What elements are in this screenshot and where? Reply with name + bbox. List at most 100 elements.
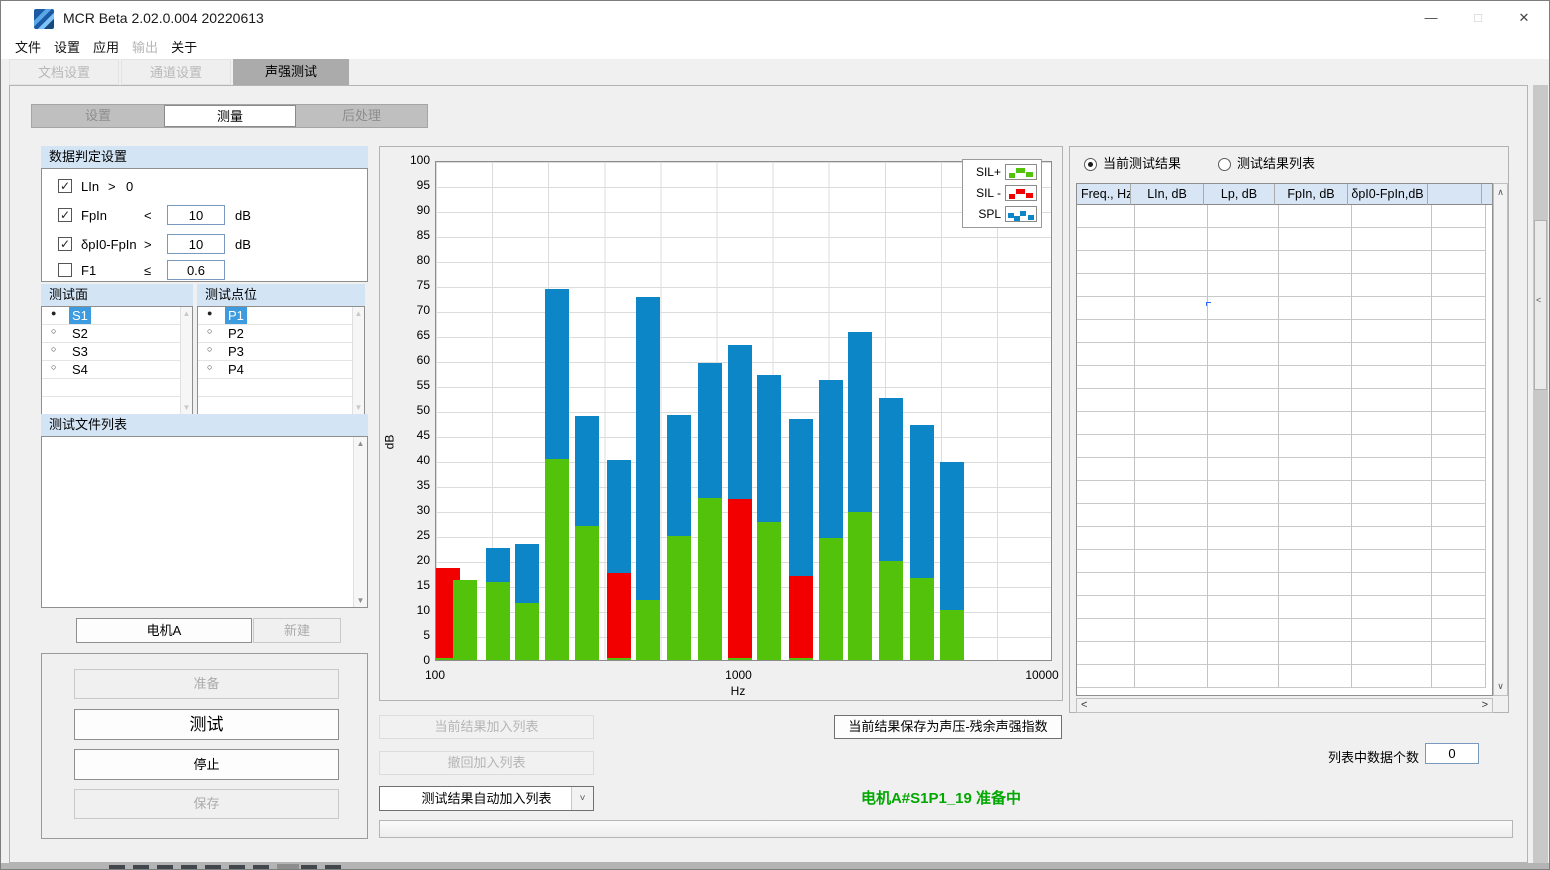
table-row[interactable] — [1077, 619, 1492, 642]
scroll-down-icon[interactable]: ▼ — [354, 403, 363, 412]
table-row[interactable] — [1077, 573, 1492, 596]
maximize-button[interactable]: □ — [1474, 10, 1482, 25]
checkbox-icon[interactable]: ✓ — [58, 208, 72, 222]
radio-icon[interactable]: ○ — [207, 362, 213, 372]
checkbox-icon[interactable]: ✓ — [58, 179, 72, 193]
menu-item-2[interactable]: 设置 — [54, 40, 81, 55]
test-button[interactable]: 测试 — [74, 709, 339, 740]
table-row[interactable] — [1077, 527, 1492, 550]
chart-bar-spl — [848, 331, 873, 512]
menu-item-5[interactable]: 关于 — [171, 40, 198, 55]
scroll-right-icon[interactable]: > — [1481, 699, 1488, 711]
table-row[interactable] — [1077, 412, 1492, 435]
scroll-down-icon[interactable]: ▼ — [356, 596, 365, 605]
table-row[interactable] — [1077, 435, 1492, 458]
tab-3[interactable]: 声强测试 — [233, 59, 349, 85]
table-row[interactable] — [1077, 205, 1492, 228]
results-table-vscrollbar[interactable]: ∧ ∨ — [1493, 183, 1508, 696]
chart-bar-sil-plus — [436, 658, 460, 660]
table-cell — [1279, 619, 1352, 642]
table-row[interactable] — [1077, 596, 1492, 619]
stop-button[interactable]: 停止 — [74, 749, 339, 780]
save-as-pressure-button[interactable]: 当前结果保存为声压-残余声强指数 — [834, 715, 1062, 739]
surface-row[interactable]: ○ S4 — [42, 361, 192, 379]
scroll-left-icon[interactable]: < — [1081, 699, 1088, 711]
list-count-field[interactable] — [1425, 743, 1479, 764]
undo-add-button[interactable]: 撤回加入列表 — [379, 751, 594, 775]
criteria-value-field[interactable] — [167, 260, 225, 280]
table-row[interactable] — [1077, 366, 1492, 389]
add-current-button[interactable]: 当前结果加入列表 — [379, 715, 594, 739]
radio-icon[interactable]: ○ — [51, 344, 57, 354]
radio-selected-icon[interactable]: ● — [207, 308, 213, 318]
legend-swatch-block — [1028, 215, 1034, 220]
surface-row[interactable]: ○ S3 — [42, 343, 192, 361]
table-row[interactable] — [1077, 458, 1492, 481]
table-row[interactable] — [1077, 274, 1492, 297]
radio-icon[interactable]: ○ — [51, 362, 57, 372]
auto-add-dropdown[interactable]: 测试结果自动加入列表 ˅ — [379, 786, 594, 811]
checkbox-icon[interactable]: ✓ — [58, 237, 72, 251]
close-button[interactable]: ✕ — [1518, 10, 1530, 25]
menu-item-1[interactable]: 文件 — [15, 40, 42, 55]
point-row[interactable]: ○ P3 — [198, 343, 364, 361]
table-cell — [1279, 665, 1352, 688]
radio-icon[interactable]: ○ — [207, 344, 213, 354]
table-row[interactable] — [1077, 389, 1492, 412]
chart-bar-spl — [515, 543, 540, 603]
save-button[interactable]: 保存 — [74, 789, 339, 819]
menu-item-3[interactable]: 应用 — [93, 40, 120, 55]
surface-row[interactable]: ● S1 — [42, 307, 192, 325]
radio-selected-icon[interactable]: ● — [51, 308, 57, 318]
tab-1[interactable]: 文档设置 — [9, 59, 119, 85]
radio-result-list[interactable] — [1218, 158, 1231, 171]
tab-2[interactable]: 通道设置 — [121, 59, 231, 85]
splitter-handle[interactable] — [1534, 220, 1547, 390]
criteria-operator: < — [144, 208, 152, 223]
file-list-scrollbar[interactable]: ▲ ▼ — [353, 437, 367, 607]
scroll-up-icon[interactable]: ▲ — [354, 309, 363, 318]
table-row[interactable] — [1077, 320, 1492, 343]
table-row[interactable] — [1077, 228, 1492, 251]
chart-bar-spl — [606, 460, 631, 573]
scroll-up-icon[interactable]: ▲ — [356, 439, 365, 448]
subtab-3[interactable]: 后处理 — [341, 108, 381, 123]
table-row[interactable] — [1077, 481, 1492, 504]
minimize-button[interactable]: — — [1424, 10, 1438, 25]
project-current-button[interactable]: 电机A — [76, 618, 252, 643]
point-row[interactable]: ○ P2 — [198, 325, 364, 343]
prepare-button[interactable]: 准备 — [74, 669, 339, 699]
file-list-box[interactable]: ▲ ▼ — [41, 436, 368, 608]
radio-icon[interactable]: ○ — [207, 326, 213, 336]
point-row[interactable]: ○ P4 — [198, 361, 364, 379]
table-row[interactable] — [1077, 297, 1492, 320]
criteria-value-field[interactable] — [167, 205, 225, 225]
point-scrollbar[interactable]: ▲ ▼ — [352, 307, 364, 414]
table-row[interactable] — [1077, 665, 1492, 688]
panel-splitter[interactable]: < — [1533, 85, 1548, 863]
surface-row[interactable]: ○ S2 — [42, 325, 192, 343]
radio-current-result[interactable] — [1084, 158, 1097, 171]
table-row[interactable] — [1077, 251, 1492, 274]
menu-item-4[interactable]: 输出 — [132, 40, 159, 55]
scroll-up-icon[interactable]: ∧ — [1497, 187, 1504, 197]
scroll-down-icon[interactable]: ∨ — [1497, 681, 1504, 691]
radio-icon[interactable]: ○ — [51, 326, 57, 336]
subtab-2[interactable]: 测量 — [164, 105, 296, 127]
criteria-value-field[interactable] — [167, 234, 225, 254]
point-row[interactable]: ● P1 — [198, 307, 364, 325]
results-table-hscrollbar[interactable]: < > — [1076, 698, 1493, 713]
scroll-down-icon[interactable]: ▼ — [182, 403, 191, 412]
table-row[interactable] — [1077, 550, 1492, 573]
table-row[interactable] — [1077, 504, 1492, 527]
scroll-up-icon[interactable]: ▲ — [182, 309, 191, 318]
table-row[interactable] — [1077, 642, 1492, 665]
chevron-down-icon[interactable]: ˅ — [571, 787, 593, 810]
results-column-header: Lp, dB — [1204, 184, 1275, 205]
checkbox-icon[interactable] — [58, 263, 72, 277]
table-row[interactable] — [1077, 343, 1492, 366]
project-new-button[interactable]: 新建 — [253, 618, 341, 643]
subtab-1[interactable]: 设置 — [84, 108, 111, 123]
surface-scrollbar[interactable]: ▲ ▼ — [180, 307, 192, 414]
collapse-left-icon[interactable]: < — [1536, 295, 1542, 305]
